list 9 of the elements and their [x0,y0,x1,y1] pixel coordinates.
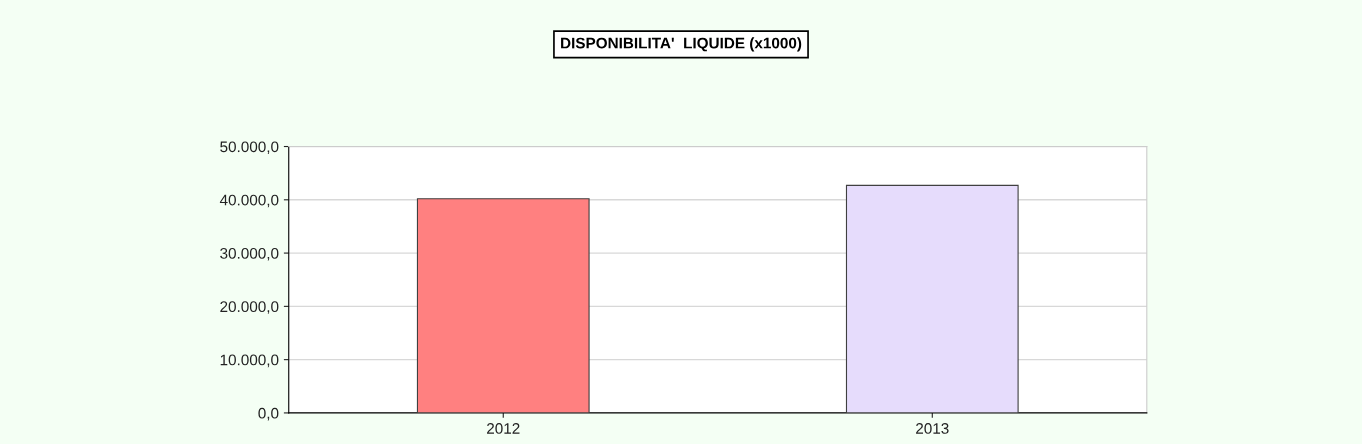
x-tick-label: 2013 [916,423,949,434]
y-tick-label: 20.000,0 [220,301,279,314]
y-tick-label: 50.000,0 [220,141,279,155]
x-tick-label: 2012 [487,423,520,434]
y-tick-label: 10.000,0 [220,354,279,368]
chart-title: DISPONIBILITA' LIQUIDE (x1000) [561,37,802,52]
y-tick-label: 0,0 [258,407,279,421]
y-tick-label: 40.000,0 [219,194,279,208]
y-tick-label: 30.000,0 [220,247,279,261]
